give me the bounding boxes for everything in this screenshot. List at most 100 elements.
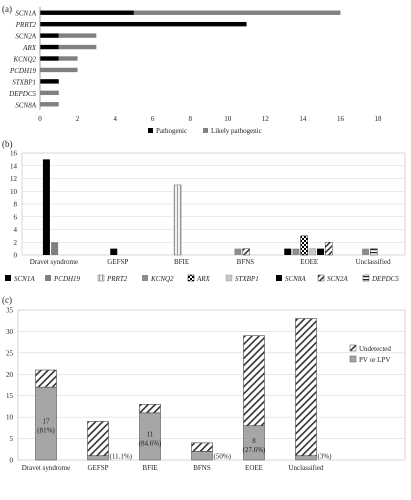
x-tick-label-12: 12 xyxy=(262,115,270,123)
legend-swatch-stxbp1 xyxy=(225,274,233,282)
legend-swatch-pcdh19 xyxy=(45,275,51,281)
legend-label-undetected: Undetected xyxy=(359,345,391,353)
y-tick-label-4: 4 xyxy=(14,226,18,234)
bar-likely-pathogenic-scn1a xyxy=(133,10,341,15)
bar-likely-pathogenic-pcdh19 xyxy=(40,67,78,73)
category-label-stxbp1: STXBP1 xyxy=(12,78,36,86)
y-tick-label-25: 25 xyxy=(6,349,14,357)
legend-swatch-depdc5 xyxy=(362,274,370,282)
data-label-count-dravet-syndrome: 17 xyxy=(43,418,51,426)
category-label-bfns: BFNS xyxy=(237,258,255,266)
data-label-percent-unclassified: (3%) xyxy=(318,453,333,461)
x-tick-label-16: 16 xyxy=(337,115,345,123)
y-tick-label-8: 8 xyxy=(14,201,18,209)
legend-label-pathogenic: Pathogenic xyxy=(156,127,187,135)
category-label-eoee: EOEE xyxy=(245,464,263,472)
y-tick-label-10: 10 xyxy=(6,414,14,422)
x-tick-label-0: 0 xyxy=(38,115,42,123)
category-label-scn8a: SCN8A xyxy=(15,101,36,109)
category-label-dravet-syndrome: Dravet syndrome xyxy=(30,258,78,266)
bar-pathogenic-stxbp1 xyxy=(40,79,59,84)
legend-label-kcnq2: KCNQ2 xyxy=(150,275,174,283)
legend-swatch-kcnq2 xyxy=(142,275,148,281)
bar-pv-or-lpv-unclassified xyxy=(295,455,317,461)
bar-undetected-eoee xyxy=(243,335,265,427)
bar-pv-or-lpv-gefsp xyxy=(87,455,109,461)
panel-label: (b) xyxy=(2,139,13,149)
y-tick-label-0: 0 xyxy=(10,457,14,465)
bar-pathogenic-scn1a xyxy=(40,10,134,15)
y-tick-label-0: 0 xyxy=(14,252,18,260)
legend-swatch-scn2a xyxy=(317,274,325,282)
bar-arx-eoee xyxy=(300,235,308,256)
category-label-scn1a: SCN1A xyxy=(15,10,36,18)
x-tick-label-14: 14 xyxy=(299,115,307,123)
y-tick-label-15: 15 xyxy=(6,392,14,400)
category-label-kcnq2: KCNQ2 xyxy=(12,56,36,64)
x-tick-label-2: 2 xyxy=(76,115,80,123)
bar-pathogenic-kcnq2 xyxy=(40,56,59,61)
bar-undetected-gefsp xyxy=(87,421,109,457)
legend-label-scn1a: SCN1A xyxy=(14,275,35,283)
y-tick-label-10: 10 xyxy=(10,188,18,196)
legend-label-arx: ARX xyxy=(196,275,211,283)
x-tick-label-6: 6 xyxy=(151,115,155,123)
panel-label: (a) xyxy=(2,4,12,14)
category-label-prrt2: PRRT2 xyxy=(15,21,37,29)
legend-swatch-likely-pathogenic xyxy=(203,128,208,133)
category-label-gefsp: GEFSP xyxy=(107,258,128,266)
y-tick-label-6: 6 xyxy=(14,213,18,221)
x-tick-label-4: 4 xyxy=(113,115,117,123)
panel-label: (c) xyxy=(2,295,12,305)
y-tick-label-12: 12 xyxy=(10,175,18,183)
bar-undetected-bfns xyxy=(191,442,213,452)
category-label-depdc5: DEPDC5 xyxy=(8,90,36,98)
legend-swatch-scn8a xyxy=(276,275,282,281)
legend-label-depdc5: DEPDC5 xyxy=(371,275,399,283)
y-tick-label-5: 5 xyxy=(10,435,14,443)
bar-depdc5-unclassified xyxy=(370,248,378,256)
legend-label-prrt2: PRRT2 xyxy=(106,275,128,283)
bar-likely-pathogenic-scn8a xyxy=(40,102,59,107)
data-label-percent-bfie: (84.6%) xyxy=(139,439,162,447)
category-label-bfie: BFIE xyxy=(142,464,157,472)
y-tick-label-16: 16 xyxy=(10,150,18,158)
bar-likely-pathogenic-scn2a xyxy=(58,33,97,38)
legend-swatch-prrt2 xyxy=(97,274,105,282)
bar-likely-pathogenic-depdc5 xyxy=(40,90,59,96)
bar-pathogenic-prrt2 xyxy=(40,21,247,27)
bar-kcnq2-eoee xyxy=(292,248,300,255)
data-label-percent-bfns: (50%) xyxy=(214,453,232,461)
data-label-count-bfie: 11 xyxy=(147,430,154,438)
category-label-bfns: BFNS xyxy=(193,464,211,472)
legend-swatch-undetected xyxy=(349,344,357,352)
y-tick-label-20: 20 xyxy=(6,371,14,379)
bar-pathogenic-scn2a xyxy=(40,33,59,38)
chart-panel-a: (a) SCN1A PRRT2 SCN2A ARX KCNQ2 PCDH19 STXBP1 DE… xyxy=(2,4,382,135)
bar-undetected-unclassified xyxy=(295,318,317,457)
legend-label-scn8a: SCN8A xyxy=(285,275,306,283)
x-tick-label-8: 8 xyxy=(188,115,192,123)
legend-swatch-pathogenic xyxy=(148,128,153,133)
bar-undetected-bfie xyxy=(139,403,161,414)
bar-scn2a-eoee xyxy=(325,242,333,256)
bar-pv-or-lpv-bfns xyxy=(191,451,213,461)
x-tick-label-18: 18 xyxy=(375,115,383,123)
data-label-percent-dravet-syndrome: (81%) xyxy=(37,427,55,435)
category-label-dravet-syndrome: Dravet syndrome xyxy=(22,464,70,472)
bar-scn8a-eoee xyxy=(317,248,325,255)
legend-label-pcdh19: PCDH19 xyxy=(53,275,81,283)
y-tick-label-30: 30 xyxy=(6,328,14,336)
y-tick-label-14: 14 xyxy=(10,162,18,170)
legend-label-likely-pathogenic: Likely pathogenic xyxy=(211,127,262,135)
data-label-percent-eoee: (27.6%) xyxy=(243,446,266,454)
category-label-pcdh19: PCDH19 xyxy=(9,67,37,75)
bar-pathogenic-arx xyxy=(40,44,59,50)
bar-undetected-dravet-syndrome xyxy=(35,369,57,388)
bar-prrt2-bfie xyxy=(173,184,182,256)
legend-swatch-arx xyxy=(187,274,195,282)
plot-frame xyxy=(17,309,406,461)
chart-panel-b: (b) 0 2 4 6 8 10 12 14 16 Dravet syndrome GEFSP BFIE… xyxy=(2,139,406,283)
category-label-eoee: EOEE xyxy=(300,258,318,266)
